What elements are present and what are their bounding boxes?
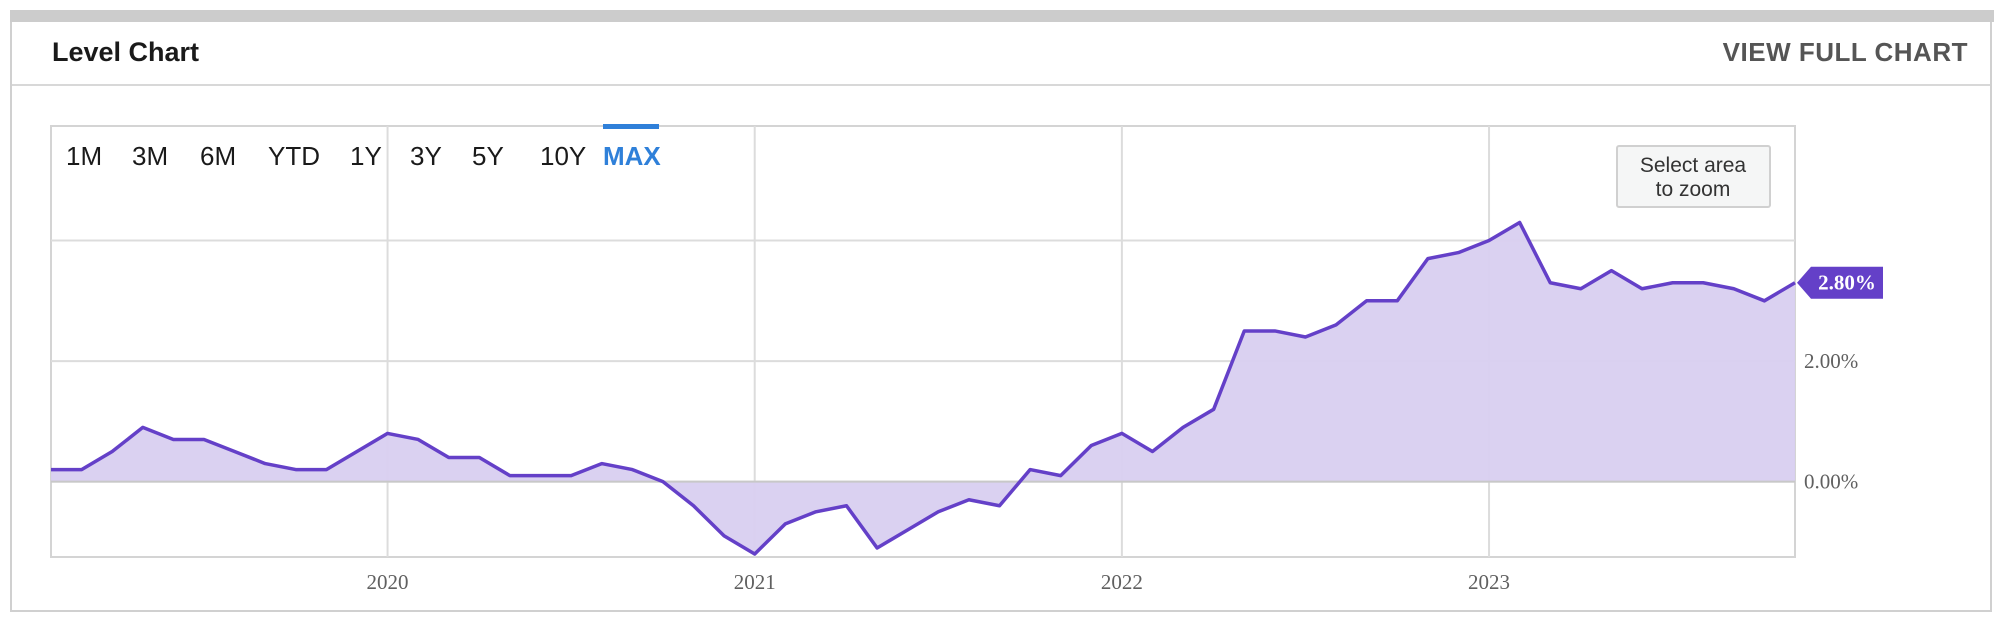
series-line — [51, 220, 1796, 556]
x-tick-label: 2021 — [734, 570, 776, 594]
data-point[interactable] — [445, 454, 453, 462]
data-point[interactable] — [1210, 405, 1218, 413]
data-point[interactable] — [1057, 472, 1065, 480]
data-point[interactable] — [1699, 279, 1707, 287]
data-point[interactable] — [1516, 218, 1524, 226]
data-point[interactable] — [1240, 327, 1248, 335]
data-point[interactable] — [567, 472, 575, 480]
data-point[interactable] — [200, 435, 208, 443]
range-button-6m[interactable]: 6M — [200, 141, 236, 171]
data-point[interactable] — [720, 532, 728, 540]
data-point[interactable] — [812, 508, 820, 516]
y-tick-label: 2.00% — [1804, 349, 1858, 373]
x-tick-label: 2020 — [367, 570, 409, 594]
data-point[interactable] — [139, 423, 147, 431]
data-point[interactable] — [1760, 297, 1768, 305]
data-point[interactable] — [384, 429, 392, 437]
data-point[interactable] — [1148, 448, 1156, 456]
data-point[interactable] — [322, 466, 330, 474]
range-button-10y[interactable]: 10Y — [540, 141, 586, 171]
data-point[interactable] — [1546, 279, 1554, 287]
data-point[interactable] — [1363, 297, 1371, 305]
data-point[interactable] — [873, 544, 881, 552]
data-point[interactable] — [108, 448, 116, 456]
view-full-chart-link[interactable]: VIEW FULL CHART — [1722, 37, 1968, 67]
data-point[interactable] — [1118, 429, 1126, 437]
data-point[interactable] — [628, 466, 636, 474]
data-point[interactable] — [1638, 285, 1646, 293]
data-point[interactable] — [1301, 333, 1309, 341]
data-point[interactable] — [1669, 279, 1677, 287]
data-point[interactable] — [1607, 267, 1615, 275]
chart-card: Level Chart VIEW FULL CHART — [10, 22, 1992, 612]
series-area — [51, 222, 1795, 554]
data-point[interactable] — [843, 502, 851, 510]
data-point[interactable] — [781, 520, 789, 528]
range-button-ytd[interactable]: YTD — [268, 141, 320, 171]
chart-title: Level Chart — [52, 37, 200, 67]
data-point[interactable] — [1424, 255, 1432, 263]
data-point[interactable] — [1026, 466, 1034, 474]
data-point[interactable] — [659, 478, 667, 486]
data-point[interactable] — [1454, 249, 1462, 257]
data-point[interactable] — [1730, 285, 1738, 293]
data-point[interactable] — [904, 526, 912, 534]
zoom-hint-line-1: Select area — [1640, 154, 1747, 177]
range-button-1y[interactable]: 1Y — [350, 141, 382, 171]
last-value-label: 2.80% — [1818, 271, 1876, 295]
data-point[interactable] — [1393, 297, 1401, 305]
data-point[interactable] — [1271, 327, 1279, 335]
range-button-3m[interactable]: 3M — [132, 141, 168, 171]
data-point[interactable] — [598, 460, 606, 468]
data-point[interactable] — [261, 460, 269, 468]
y-tick-label: 0.00% — [1804, 470, 1858, 494]
data-point[interactable] — [537, 472, 545, 480]
active-range-indicator — [603, 124, 659, 129]
range-button-3y[interactable]: 3Y — [410, 141, 442, 171]
data-point[interactable] — [995, 502, 1003, 510]
top-accent-bar — [10, 10, 1994, 22]
data-point[interactable] — [690, 502, 698, 510]
data-point[interactable] — [1087, 441, 1095, 449]
range-button-max[interactable]: MAX — [603, 141, 661, 171]
last-value-badge — [1797, 266, 1883, 299]
data-point[interactable] — [414, 435, 422, 443]
data-point[interactable] — [1179, 423, 1187, 431]
data-point[interactable] — [292, 466, 300, 474]
range-button-1m[interactable]: 1M — [66, 141, 102, 171]
chart-header: Level Chart VIEW FULL CHART — [12, 22, 1990, 86]
data-point[interactable] — [1332, 321, 1340, 329]
data-point[interactable] — [751, 550, 759, 558]
data-point[interactable] — [1485, 237, 1493, 245]
data-point[interactable] — [78, 466, 86, 474]
data-point[interactable] — [231, 448, 239, 456]
data-point[interactable] — [1577, 285, 1585, 293]
range-button-5y[interactable]: 5Y — [472, 141, 504, 171]
data-point[interactable] — [506, 472, 514, 480]
data-point[interactable] — [169, 435, 177, 443]
data-point[interactable] — [475, 454, 483, 462]
x-tick-label: 2023 — [1468, 570, 1510, 594]
zoom-hint-box — [1616, 145, 1771, 208]
zoom-hint-line-2: to zoom — [1656, 178, 1731, 201]
data-point[interactable] — [934, 508, 942, 516]
data-point[interactable] — [353, 448, 361, 456]
data-point[interactable] — [965, 496, 973, 504]
x-tick-label: 2022 — [1101, 570, 1143, 594]
data-point[interactable] — [47, 466, 55, 474]
